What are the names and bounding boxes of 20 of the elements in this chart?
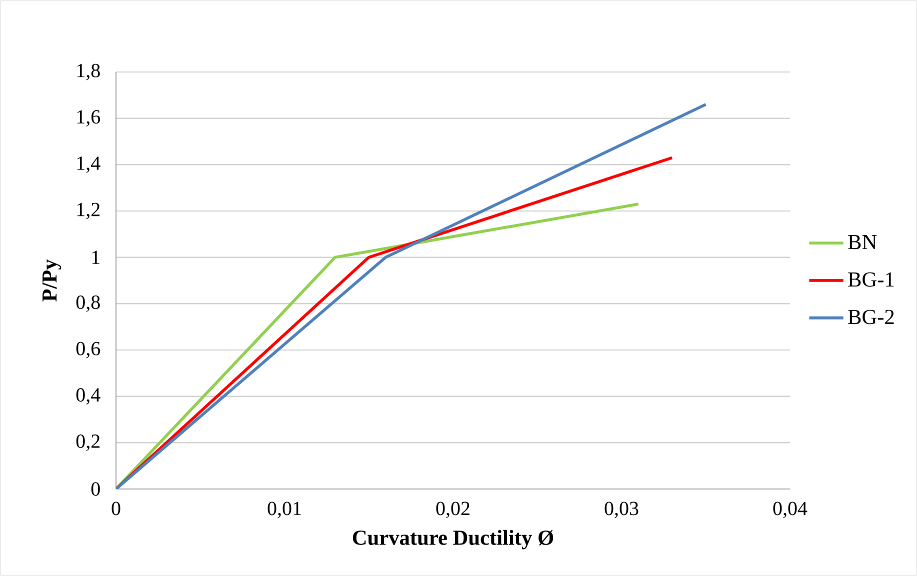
y-tick-label: 0 — [91, 482, 100, 496]
legend-label: BG-1 — [848, 272, 894, 287]
y-tick-label: 1 — [92, 250, 100, 264]
y-tick-label: 1,4 — [77, 156, 100, 173]
y-tick-label: 0,2 — [76, 434, 100, 451]
y-tick-label: 1,6 — [77, 110, 100, 126]
x-tick-label: 0 — [112, 502, 120, 516]
x-axis-title: Curvature Ductility Ø — [352, 530, 554, 550]
legend-label: BN — [848, 235, 877, 250]
x-tick-label: 0,02 — [436, 502, 470, 518]
y-tick-label: 0,6 — [76, 342, 100, 358]
y-tick-label: 0,4 — [76, 388, 100, 405]
legend-label: BG-2 — [848, 310, 894, 324]
x-tick-label: 0,01 — [268, 502, 301, 518]
y-axis-title: P/Py — [42, 259, 62, 302]
y-tick-label: 1,8 — [77, 64, 100, 80]
x-tick-label: 0,04 — [773, 502, 808, 518]
y-tick-label: 0,8 — [76, 295, 100, 312]
x-tick-label: 0,03 — [604, 502, 638, 518]
y-tick-label: 1,2 — [77, 202, 100, 220]
